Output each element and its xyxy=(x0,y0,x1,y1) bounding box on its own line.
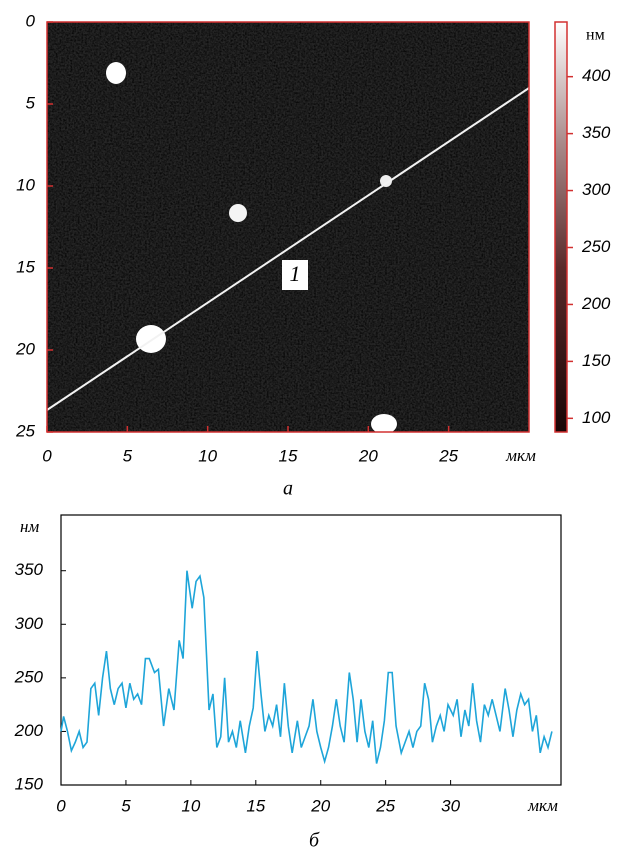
colorbar-tick-label: 150 xyxy=(582,351,611,370)
profile-line xyxy=(60,570,553,765)
colorbar-tick-label: 350 xyxy=(582,123,611,142)
x-tick-label: 5 xyxy=(123,446,133,465)
colorbar-tick-label: 400 xyxy=(582,66,611,85)
y-tick-label: 5 xyxy=(26,93,36,112)
caption: б xyxy=(309,830,320,852)
x-tick-label: 10 xyxy=(181,796,200,815)
y-tick-label: 0 xyxy=(26,11,36,30)
annotation-box xyxy=(282,260,308,290)
x-tick-label: 20 xyxy=(310,796,330,815)
x-tick-label: 15 xyxy=(246,796,265,815)
colorbar-tick-label: 300 xyxy=(582,180,611,199)
plot-frame xyxy=(60,514,562,786)
y-tick-label: 300 xyxy=(15,614,44,633)
colorbar-tick-label: 200 xyxy=(581,294,611,313)
caption: а xyxy=(283,478,293,500)
afm-image xyxy=(47,22,529,432)
y-tick-label: 25 xyxy=(15,421,35,440)
colorbar-label: нм xyxy=(586,27,605,44)
x-unit: мкм xyxy=(527,796,558,815)
y-tick-label: 15 xyxy=(16,257,35,276)
colorbar xyxy=(554,21,568,433)
y-tick-label: 350 xyxy=(15,560,44,579)
y-tick-label: 250 xyxy=(14,667,44,686)
x-tick-label: 10 xyxy=(198,446,217,465)
y-unit: нм xyxy=(20,517,39,536)
x-tick-label: 30 xyxy=(441,796,460,815)
y-tick-label: 150 xyxy=(15,774,44,793)
colorbar-tick-label: 100 xyxy=(582,408,611,427)
y-tick-label: 200 xyxy=(14,721,44,740)
x-tick-label: 0 xyxy=(56,796,66,815)
x-tick-label: 20 xyxy=(358,446,378,465)
x-tick-label: 25 xyxy=(375,796,395,815)
y-tick-label: 20 xyxy=(15,339,35,358)
x-tick-label: 15 xyxy=(279,446,298,465)
x-tick-label: 25 xyxy=(438,446,458,465)
annotation: 1 xyxy=(290,261,301,286)
colorbar-tick-label: 250 xyxy=(581,237,611,256)
y-tick-label: 10 xyxy=(16,175,35,194)
x-unit: мкм xyxy=(505,446,536,465)
x-tick-label: 0 xyxy=(42,446,52,465)
x-tick-label: 5 xyxy=(121,796,131,815)
